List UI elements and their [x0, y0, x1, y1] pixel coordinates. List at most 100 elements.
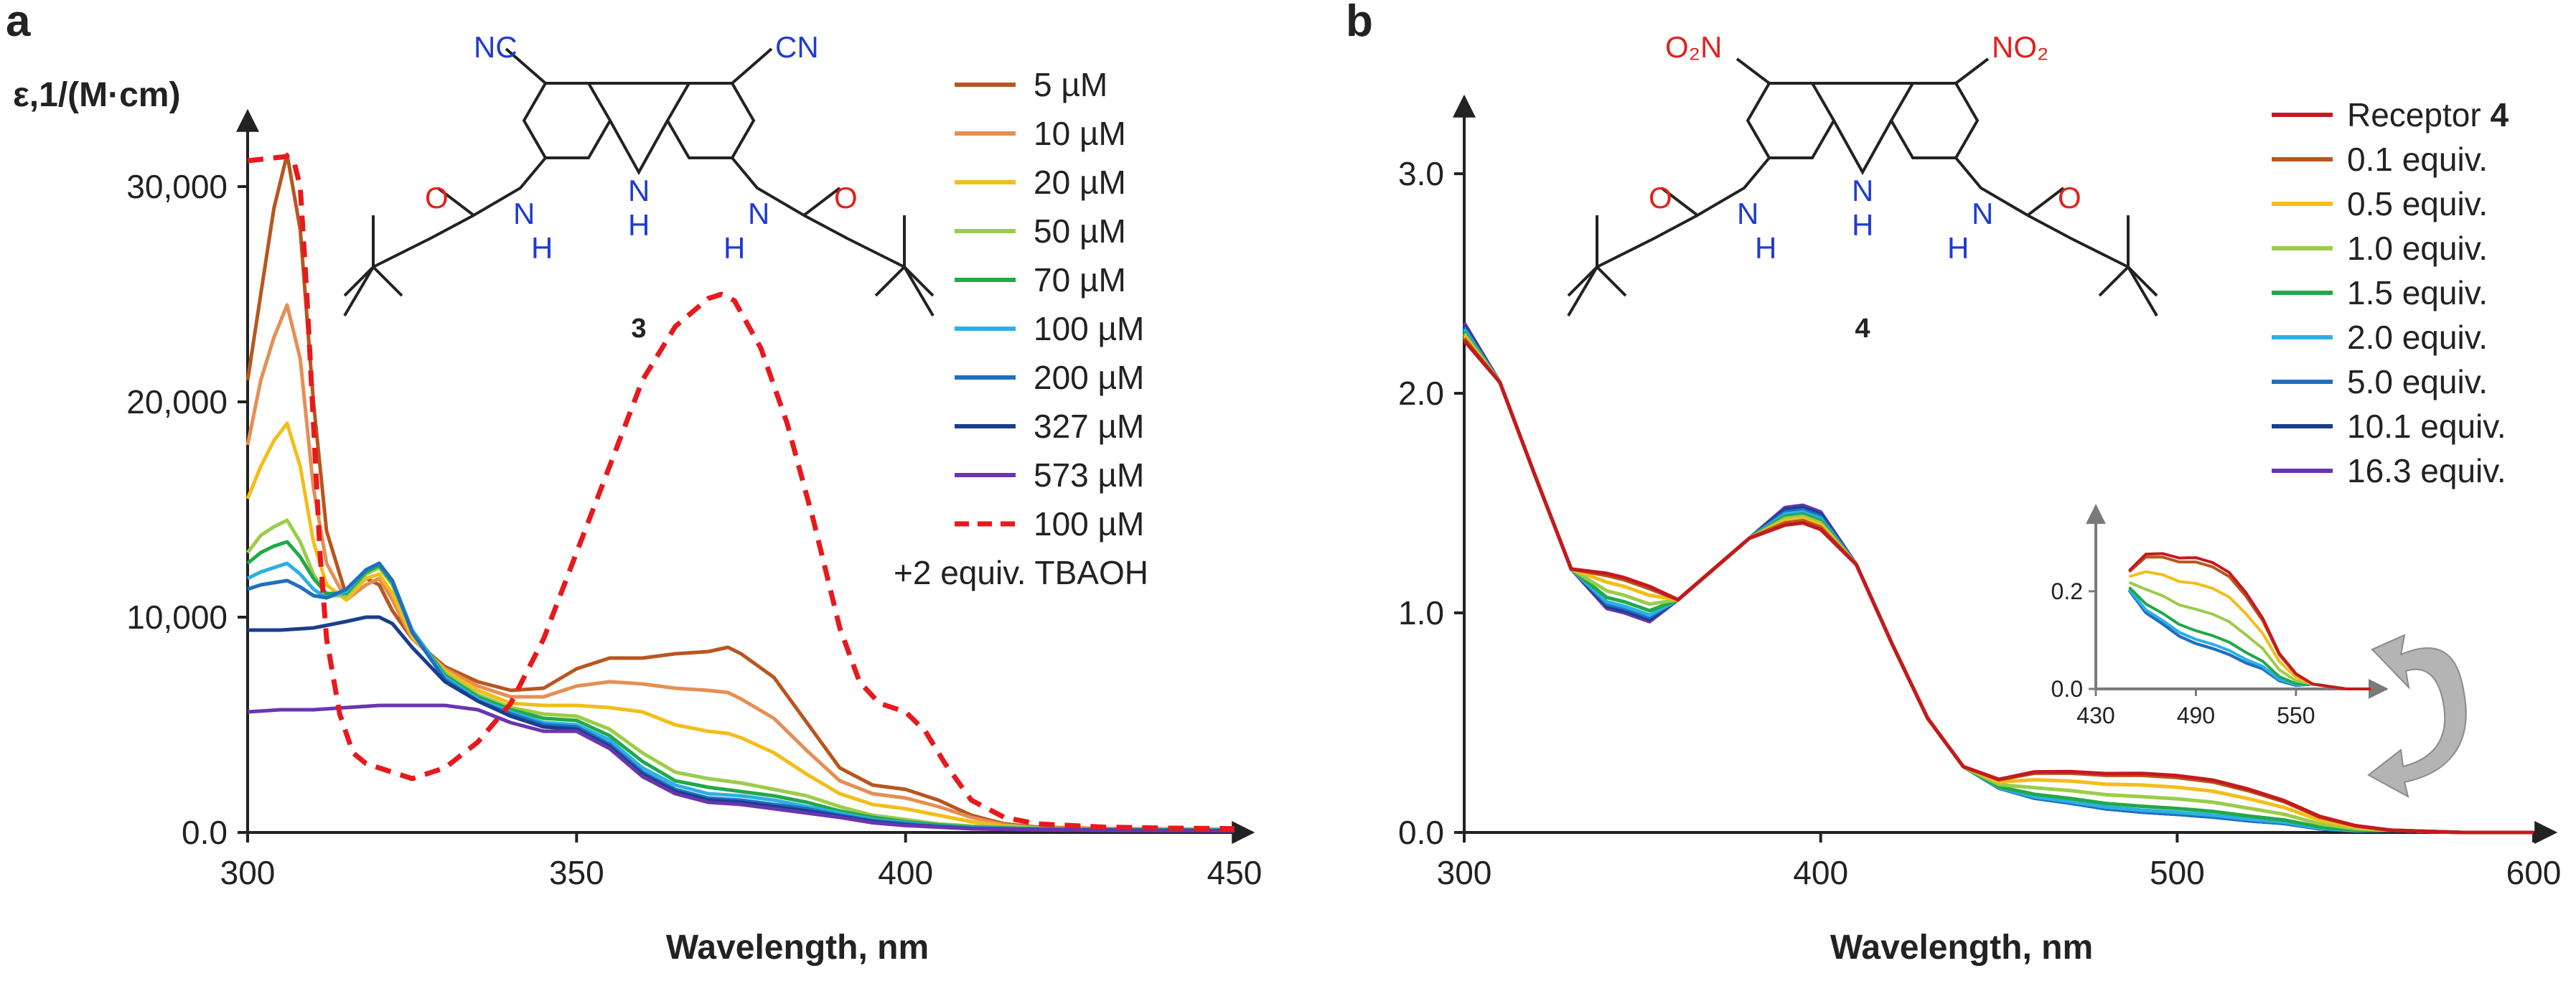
- compound-4-label: 4: [1855, 314, 1870, 344]
- panel-a-legend-extra: +2 equiv. TBAOH: [894, 554, 1148, 591]
- panel-b-legend-receptor-number: 4: [2490, 96, 2509, 133]
- panel-a-y-tick-label: 0.0: [182, 814, 228, 851]
- compound-3-label: 3: [631, 314, 646, 344]
- panel-a-x-tick-label: 300: [220, 854, 276, 891]
- panel-a-legend-label: 200 µM: [1034, 359, 1144, 396]
- panel-a-legend-label: 327 µM: [1034, 408, 1144, 445]
- atom-n-ring: N: [1852, 174, 1873, 207]
- carbazole-ring-left: [522, 82, 612, 159]
- inset-pointer-arrow-icon: [2367, 634, 2467, 798]
- panel-a-x-tick-label: 350: [549, 854, 604, 891]
- carbazole-ring-right: [1889, 82, 1980, 159]
- panel-a-x-tick-label: 450: [1207, 854, 1263, 891]
- panel-a-y-tick-label: 30,000: [126, 168, 228, 205]
- atom-o2n: O₂N: [1665, 30, 1722, 64]
- panel-a-series-line: [245, 421, 1235, 832]
- atom-n-amide-left: N: [1737, 197, 1758, 230]
- atom-no2: NO₂: [1992, 30, 2048, 64]
- atom-nc: NC: [474, 30, 517, 64]
- carbazole-ring-left: [1746, 82, 1836, 159]
- pyrrole-bonds: [1812, 82, 1913, 176]
- compound-4-structure: [1567, 57, 2158, 317]
- panel-a-series-line: [247, 703, 1235, 833]
- panel-a: a ε,1/(M·cm) Wavelength, nm 300 350 400 450…: [6, 0, 1262, 967]
- panel-a-legend-label: 573 µM: [1034, 456, 1144, 494]
- panel-b-legend-label: 1.5 equiv.: [2347, 274, 2488, 311]
- atom-n-amide-right: N: [1972, 197, 1993, 230]
- panel-b-legend-label: 10.1 equiv.: [2347, 408, 2506, 445]
- panel-b-legend-label: 2.0 equiv.: [2347, 319, 2488, 356]
- atom-h-amide-left: H: [531, 231, 553, 265]
- panel-a-legend-label: 100 µM: [1034, 310, 1144, 347]
- amide-arm-right: [1954, 156, 2158, 317]
- panel-a-axes: 300 350 400 450 0.0 10,000 20,000 30,000: [126, 108, 1263, 891]
- panel-b-y-tick-label: 2.0: [1398, 375, 1444, 412]
- panel-b-x-tick-label: 300: [1437, 854, 1492, 891]
- panel-b-inset-series-line: [2128, 552, 2371, 690]
- panel-b-y-tick-label: 1.0: [1398, 594, 1444, 632]
- panel-b-letter: b: [1346, 0, 1373, 46]
- nitro-bonds: [1736, 57, 1990, 85]
- panel-b-legend-label: 1.0 equiv.: [2347, 230, 2488, 267]
- compound-3-structure: [343, 47, 935, 317]
- panel-a-legend-label: 5 µM: [1034, 66, 1107, 103]
- pyrrole-bonds: [589, 82, 689, 176]
- panel-b-y-tick-label: 0.0: [1398, 814, 1444, 851]
- panel-a-legend-label: 50 µM: [1034, 212, 1126, 250]
- panel-a-legend-label: 100 µM: [1034, 505, 1144, 543]
- panel-b-plot-area: [1462, 321, 2534, 835]
- panel-b-inset-x-tick-label: 490: [2177, 703, 2215, 728]
- panel-a-y-tick-label: 20,000: [126, 383, 228, 421]
- panel-a-legend: 5 µM 10 µM 20 µM 50 µM 70 µM 100 µM 200 µM 327 …: [894, 66, 1148, 591]
- atom-cn: CN: [775, 30, 819, 64]
- panel-b-inset-x-tick-label: 430: [2076, 703, 2114, 728]
- panel-a-xlabel: Wavelength, nm: [666, 929, 929, 967]
- panel-a-series-line: [245, 303, 1235, 832]
- panel-b-x-tick-label: 500: [2150, 854, 2205, 891]
- amide-arm-left: [343, 156, 547, 317]
- atom-h-amide-right: H: [1947, 231, 1969, 265]
- panel-b-inset-x-tick-label: 550: [2277, 703, 2315, 728]
- panel-a-series-line: [247, 154, 1235, 832]
- panel-b-legend: Receptor 4 0.1 equiv. 0.5 equiv. 1.0 equiv.…: [2272, 96, 2509, 489]
- atom-o-right: O: [834, 181, 858, 215]
- panel-a-legend-label: 20 µM: [1034, 164, 1126, 201]
- atom-o-right: O: [2058, 181, 2081, 215]
- panel-b-inset-series-line: [2128, 570, 2371, 690]
- panel-b-legend-label: 0.5 equiv.: [2347, 185, 2488, 222]
- panel-a-letter: a: [6, 0, 31, 46]
- panel-b-series-line: [1463, 339, 2534, 835]
- panel-a-ylabel: ε,1/(M·cm): [13, 76, 180, 114]
- atom-h-amide-right: H: [723, 231, 745, 265]
- atom-h-ring: H: [628, 208, 650, 242]
- amide-arm-left: [1567, 156, 1771, 317]
- atom-h-ring: H: [1852, 208, 1873, 242]
- atom-n-ring: N: [628, 174, 650, 207]
- panel-a-series-line: [245, 152, 1235, 831]
- amide-arm-right: [731, 156, 935, 317]
- atom-n-amide-left: N: [513, 197, 535, 230]
- panel-a-x-tick-label: 400: [878, 854, 933, 891]
- panel-b-x-tick-label: 400: [1793, 854, 1848, 891]
- panel-b-axes: 300 400 500 600 0.0 1.0 2.0 3.0: [1398, 94, 2562, 891]
- panel-b-legend-label: 0.1 equiv.: [2347, 141, 2488, 178]
- panel-b-inset: 430 490 550 0.0 0.2: [2051, 504, 2389, 728]
- panel-b-y-tick-label: 3.0: [1398, 155, 1444, 192]
- atom-o-left: O: [425, 181, 449, 215]
- atom-o-left: O: [1649, 181, 1672, 215]
- panel-b-inset-y-tick-label: 0.2: [2051, 578, 2083, 604]
- panel-a-y-tick-label: 10,000: [126, 599, 228, 636]
- panel-b-x-tick-label: 600: [2506, 854, 2562, 891]
- atom-h-amide-left: H: [1755, 231, 1776, 265]
- atom-n-amide-right: N: [748, 197, 769, 230]
- panel-b: b Wavelength, nm 300 400 500 600 0.0 1.0 2.0 3.…: [1346, 0, 2561, 967]
- panel-b-inset-y-tick-label: 0.0: [2051, 676, 2083, 702]
- panel-a-legend-label: 10 µM: [1034, 115, 1126, 152]
- panel-b-xlabel: Wavelength, nm: [1830, 929, 2093, 967]
- panel-a-legend-label: 70 µM: [1034, 261, 1126, 299]
- panel-b-legend-label: 5.0 equiv.: [2347, 363, 2488, 400]
- panel-b-legend-label: 16.3 equiv.: [2347, 452, 2506, 489]
- nitrile-bonds: [505, 47, 773, 85]
- carbazole-ring-right: [665, 82, 756, 159]
